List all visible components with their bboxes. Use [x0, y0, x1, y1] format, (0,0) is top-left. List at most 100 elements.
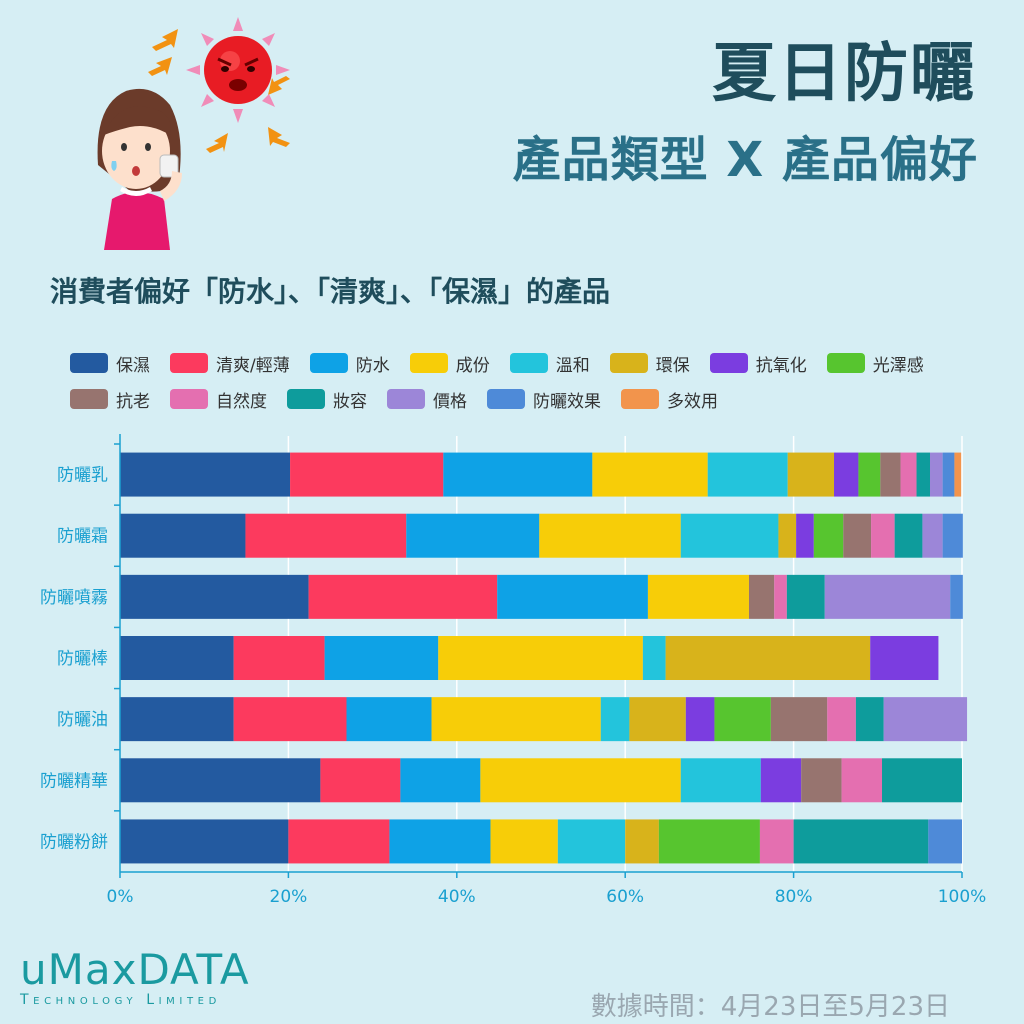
bar-segment [882, 758, 962, 803]
bar-segment [120, 452, 291, 497]
heat-arrows-icon [148, 29, 290, 153]
legend-label: 多效用 [667, 391, 718, 412]
bar-segment [346, 697, 432, 742]
bar-segment [120, 636, 234, 680]
bar-segment [930, 452, 943, 497]
bar-segment [787, 452, 835, 497]
legend-label: 溫和 [555, 355, 590, 376]
y-tick-label: 防曬棒 [57, 649, 108, 669]
legend-swatch [487, 389, 525, 409]
legend-item[interactable]: 成份 [409, 350, 490, 376]
bar-segment [320, 758, 401, 803]
bar-segment [928, 819, 962, 864]
legend-item[interactable]: 光澤感 [826, 350, 924, 376]
bar-segment [801, 758, 842, 803]
legend-label: 環保 [655, 355, 690, 376]
legend-label: 價格 [433, 391, 467, 412]
page-title: 夏日防曬 [712, 37, 976, 111]
legend-label: 保濕 [116, 355, 150, 376]
legend-label: 防水 [355, 355, 390, 376]
legend-label: 成份 [455, 355, 490, 376]
y-tick-label: 防曬粉餅 [40, 832, 108, 852]
legend-item[interactable]: 妝容 [287, 386, 367, 412]
data-period: 數據時間：4月23日至5月23日 [590, 992, 950, 1022]
bar-segment [793, 819, 929, 864]
bar-segment [665, 636, 871, 680]
bar-segment [625, 819, 659, 864]
woman-icon [97, 88, 182, 250]
bar-segment [400, 758, 481, 803]
bar-segment [841, 758, 883, 803]
bar-segment [685, 697, 715, 742]
bar-segment [290, 452, 444, 497]
y-tick-label: 防曬油 [57, 710, 108, 730]
bar-segment [760, 758, 802, 803]
bar-segment [324, 636, 439, 680]
bar-segment [120, 574, 309, 619]
bar-segment [858, 452, 881, 497]
bar-segment [233, 697, 347, 742]
bar-segment [443, 452, 593, 497]
bar-segment [629, 697, 686, 742]
bar-segment [406, 513, 540, 558]
legend-swatch [509, 353, 548, 373]
legend-item[interactable]: 價格 [387, 386, 467, 412]
x-tick-label: 80% [775, 887, 813, 907]
legend-item[interactable]: 清爽/輕薄 [170, 350, 290, 376]
bar-segment [288, 819, 390, 864]
x-tick-label: 60% [606, 887, 644, 907]
bar-segment [707, 452, 788, 497]
legend-item[interactable]: 溫和 [509, 350, 590, 376]
bar-segment [774, 574, 787, 619]
bar-segment [120, 697, 234, 742]
page-subtitle: 產品類型 X 產品偏好 [512, 132, 978, 188]
legend-item[interactable]: 抗老 [70, 386, 150, 412]
bar-segment [759, 819, 794, 864]
legend-item[interactable]: 防水 [309, 350, 390, 376]
legend-label: 清爽/輕薄 [216, 355, 290, 376]
bar-segment [233, 636, 325, 680]
bar-segment [431, 697, 601, 742]
legend-item[interactable]: 防曬效果 [487, 386, 601, 412]
bar-segment [855, 697, 884, 742]
bar-segment [438, 636, 643, 680]
y-tick-label: 防曬精華 [40, 771, 108, 791]
bar-segment [600, 697, 630, 742]
bar-segment [942, 452, 955, 497]
y-tick-label: 防曬噴霧 [40, 588, 108, 608]
legend-swatch [70, 389, 108, 409]
bar-segment [883, 697, 968, 742]
bar-segment [120, 819, 289, 864]
bar-segment [389, 819, 491, 864]
bar-segment [834, 452, 859, 497]
bar-segment [770, 697, 828, 742]
bar-segment [647, 574, 749, 619]
bar-segment [778, 513, 797, 558]
legend-item[interactable]: 多效用 [621, 386, 718, 412]
bar-segment [843, 513, 872, 558]
bar-segment [308, 574, 498, 619]
legend-item[interactable]: 自然度 [170, 386, 267, 412]
legend-label: 妝容 [333, 391, 367, 412]
legend-item[interactable]: 環保 [609, 350, 690, 376]
sun-icon [186, 17, 290, 123]
legend-swatch [621, 389, 659, 409]
bar-segment [592, 452, 708, 497]
legend-label: 抗老 [116, 391, 150, 412]
bar-segment [658, 819, 760, 864]
legend-item[interactable]: 保濕 [70, 350, 150, 376]
illustration [97, 17, 290, 250]
y-tick-label: 防曬霜 [57, 527, 108, 547]
legend-label: 抗氧化 [755, 355, 807, 376]
y-tick-label: 防曬乳 [57, 466, 108, 486]
x-tick-label: 100% [938, 887, 987, 907]
bar-segment [813, 513, 844, 558]
legend-label: 光澤感 [872, 355, 924, 376]
bar-segment [557, 819, 626, 864]
bar-segment [680, 513, 779, 558]
legend-item[interactable]: 抗氧化 [709, 350, 807, 376]
bar-segment [900, 452, 917, 497]
legend-swatch [709, 353, 748, 373]
bar-segment [480, 758, 681, 803]
legend-swatch [409, 353, 448, 373]
